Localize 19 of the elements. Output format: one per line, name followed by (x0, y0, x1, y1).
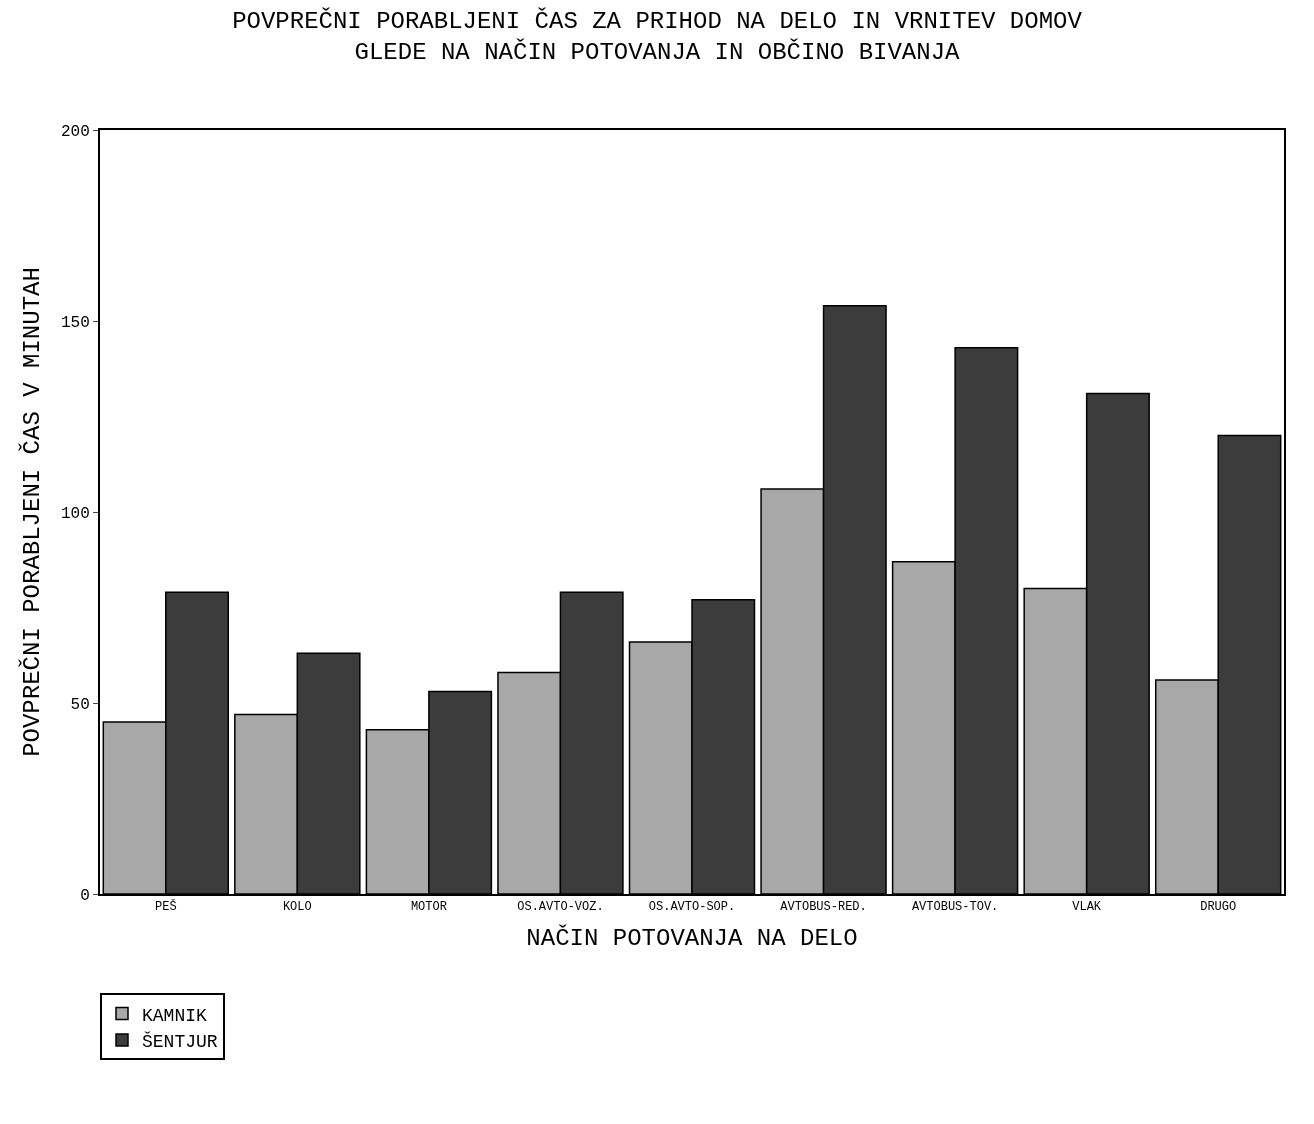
x-tick-label: OS.AVTO-SOP. (648, 900, 736, 915)
legend-label: ŠENTJUR (142, 1030, 218, 1052)
x-tick-label: KOLO (282, 900, 312, 915)
x-tick-label: AVTOBUS-RED. (780, 900, 867, 915)
x-tick-label: OS.AVTO-VOZ. (517, 900, 604, 915)
y-tick-label: 0 (80, 886, 90, 905)
y-tick-label: 200 (60, 122, 90, 141)
y-tick-label: 100 (60, 504, 90, 523)
x-tick-label: MOTOR (410, 900, 447, 915)
x-tick-label: DRUGO (1200, 900, 1237, 915)
y-tick-label: 150 (60, 313, 90, 332)
chart-title: POVPREČNI PORABLJENI ČAS ZA PRIHOD NA DELO IN VRNITEV DOMOV GLEDE NA NAČIN POTOVANJA IN OBČINO BIVANJA (232, 7, 1083, 67)
x-tick-label: VLAK (1072, 900, 1102, 915)
x-tick-label: PEŠ (154, 899, 177, 915)
x-axis-title: NAČIN POTOVANJA NA DELO (526, 924, 858, 953)
x-tick-label: AVTOBUS-TOV. (911, 900, 999, 915)
y-axis-title: POVPREČNI PORABLJENI ČAS V MINUTAH (17, 267, 46, 757)
legend-label: KAMNIK (142, 1005, 208, 1026)
y-tick-label: 50 (70, 695, 90, 714)
